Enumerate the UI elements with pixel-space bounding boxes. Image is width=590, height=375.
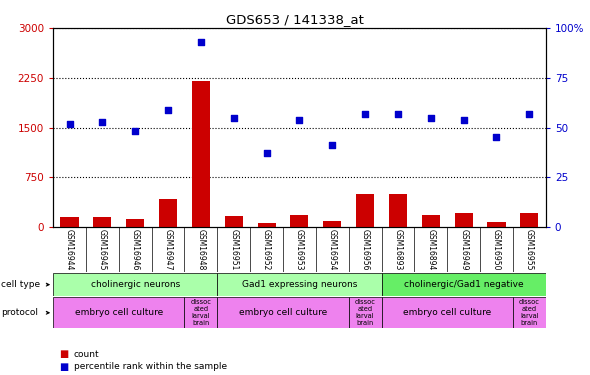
Bar	[126, 219, 144, 227]
Text: GSM16953: GSM16953	[295, 229, 304, 271]
Text: ■: ■	[59, 350, 68, 359]
Point	[426, 115, 435, 121]
Bar	[217, 273, 382, 296]
Point	[294, 117, 304, 123]
Bar	[389, 194, 407, 227]
Point	[229, 115, 238, 121]
Text: GSM16944: GSM16944	[65, 229, 74, 271]
Bar	[192, 81, 210, 227]
Bar	[217, 297, 349, 328]
Text: cell type: cell type	[1, 280, 40, 289]
Text: percentile rank within the sample: percentile rank within the sample	[74, 362, 227, 371]
Bar	[53, 273, 217, 296]
Bar	[53, 297, 185, 328]
Text: GDS653 / 141338_at: GDS653 / 141338_at	[226, 13, 364, 26]
Text: count: count	[74, 350, 99, 359]
Text: embryo cell culture: embryo cell culture	[403, 308, 491, 317]
Bar	[382, 273, 546, 296]
Text: GSM16950: GSM16950	[492, 229, 501, 271]
Bar	[455, 213, 473, 227]
Text: GSM16954: GSM16954	[328, 229, 337, 271]
Bar	[93, 217, 112, 227]
Text: embryo cell culture: embryo cell culture	[239, 308, 327, 317]
Text: dissoc
ated
larval
brain: dissoc ated larval brain	[191, 299, 211, 326]
Bar	[356, 194, 374, 227]
Bar	[323, 221, 341, 227]
Bar	[422, 215, 440, 227]
Point	[492, 135, 502, 141]
Text: GSM16893: GSM16893	[394, 229, 402, 270]
Text: GSM16945: GSM16945	[98, 229, 107, 271]
Point	[262, 150, 271, 156]
Text: protocol: protocol	[1, 308, 38, 317]
Bar	[258, 223, 276, 227]
Text: cholinergic neurons: cholinergic neurons	[91, 280, 180, 289]
Point	[65, 120, 74, 126]
Text: Gad1 expressing neurons: Gad1 expressing neurons	[242, 280, 357, 289]
Bar	[225, 216, 242, 227]
Point	[394, 111, 403, 117]
Text: GSM16956: GSM16956	[360, 229, 369, 271]
Text: embryo cell culture: embryo cell culture	[75, 308, 163, 317]
Text: dissoc
ated
larval
brain: dissoc ated larval brain	[355, 299, 376, 326]
Bar	[382, 297, 513, 328]
Bar	[159, 199, 177, 227]
Text: GSM16955: GSM16955	[525, 229, 534, 271]
Bar	[349, 297, 382, 328]
Bar	[487, 222, 506, 227]
Text: GSM16948: GSM16948	[196, 229, 205, 270]
Point	[360, 111, 370, 117]
Point	[196, 39, 206, 45]
Point	[163, 106, 173, 112]
Point	[525, 111, 534, 117]
Point	[98, 118, 107, 124]
Bar	[185, 297, 217, 328]
Text: GSM16894: GSM16894	[427, 229, 435, 270]
Text: GSM16946: GSM16946	[131, 229, 140, 271]
Bar	[290, 215, 309, 227]
Bar	[61, 217, 78, 227]
Text: GSM16949: GSM16949	[459, 229, 468, 271]
Text: cholinergic/Gad1 negative: cholinergic/Gad1 negative	[404, 280, 523, 289]
Text: GSM16952: GSM16952	[262, 229, 271, 270]
Point	[130, 129, 140, 135]
Bar	[513, 297, 546, 328]
Text: GSM16947: GSM16947	[163, 229, 172, 271]
Text: dissoc
ated
larval
brain: dissoc ated larval brain	[519, 299, 540, 326]
Bar	[520, 213, 538, 227]
Text: ■: ■	[59, 362, 68, 372]
Point	[459, 117, 468, 123]
Text: GSM16951: GSM16951	[230, 229, 238, 270]
Point	[327, 142, 337, 148]
